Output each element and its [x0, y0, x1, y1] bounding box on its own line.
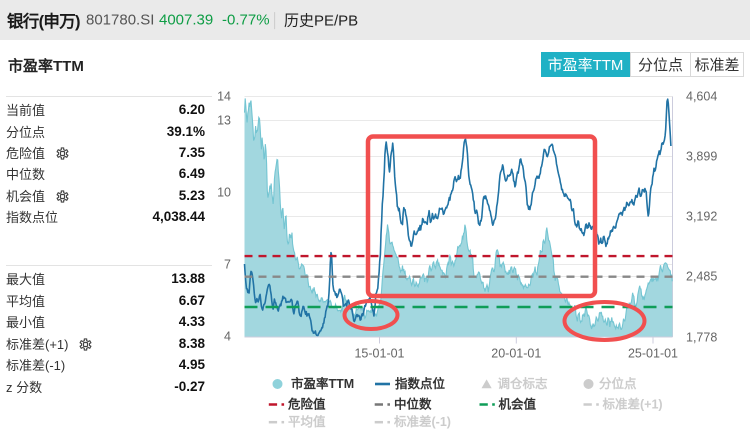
svg-text:3,192: 3,192 [686, 210, 717, 224]
svg-text:4: 4 [224, 330, 231, 344]
svg-text:14: 14 [217, 90, 231, 104]
svg-text:25-01-01: 25-01-01 [628, 347, 678, 361]
svg-text:标准差(-1): 标准差(-1) [393, 414, 451, 429]
svg-text:危险值: 危险值 [287, 397, 326, 412]
svg-text:调仓标志: 调仓标志 [498, 376, 549, 391]
svg-text:3,899: 3,899 [686, 150, 717, 164]
svg-text:分位点: 分位点 [599, 376, 637, 391]
svg-text:13: 13 [217, 114, 231, 128]
svg-text:标准差(+1): 标准差(+1) [602, 397, 663, 412]
svg-text:机会值: 机会值 [499, 397, 537, 412]
svg-text:7: 7 [224, 258, 231, 272]
svg-text:指数点位: 指数点位 [395, 376, 446, 391]
svg-text:15-01-01: 15-01-01 [354, 347, 404, 361]
svg-text:2,485: 2,485 [686, 270, 717, 284]
svg-text:1,778: 1,778 [686, 331, 717, 345]
svg-text:10: 10 [217, 186, 231, 200]
svg-text:4,604: 4,604 [686, 90, 717, 104]
svg-text:20-01-01: 20-01-01 [491, 347, 541, 361]
svg-text:平均值: 平均值 [288, 414, 326, 429]
svg-text:中位数: 中位数 [394, 397, 432, 412]
svg-text:市盈率TTM: 市盈率TTM [291, 376, 354, 391]
